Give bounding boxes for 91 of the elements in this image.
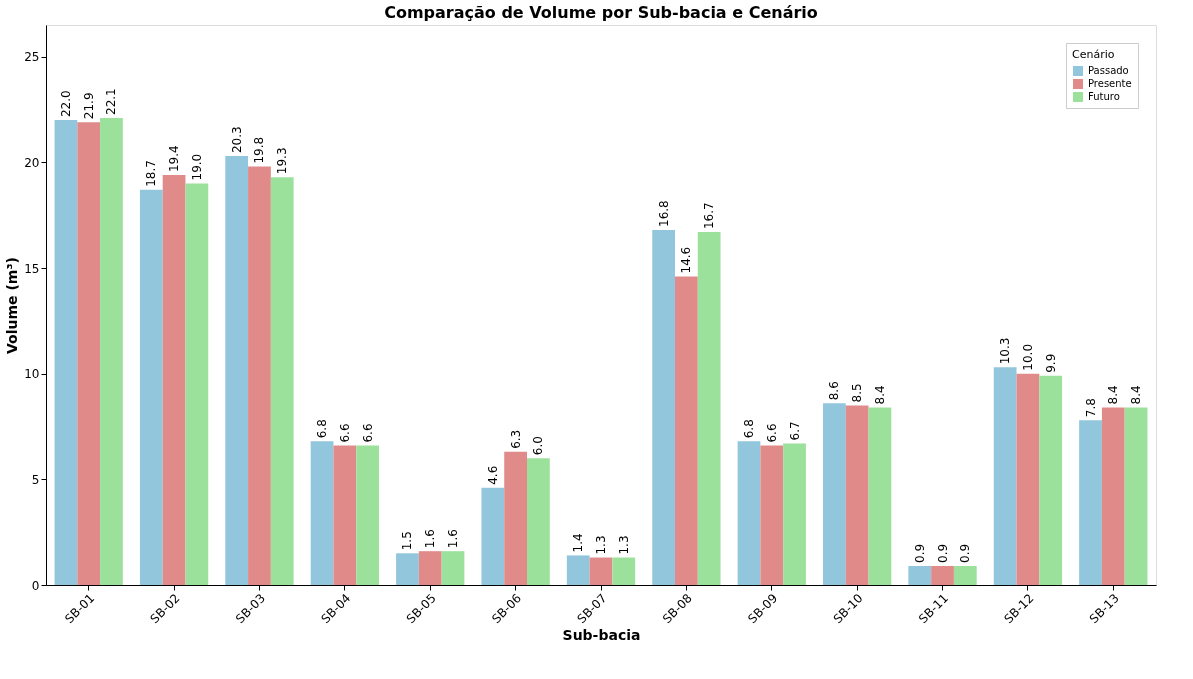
data-label: 1.6	[446, 529, 460, 549]
data-label: 22.1	[104, 88, 119, 115]
data-label: 8.4	[1106, 385, 1121, 405]
bar	[589, 557, 613, 585]
data-label: 6.8	[315, 419, 330, 439]
bar	[783, 443, 806, 585]
data-label: 14.6	[679, 246, 694, 274]
data-label: 6.8	[742, 419, 756, 439]
bar	[612, 557, 636, 585]
data-label: 8.6	[827, 381, 842, 401]
bar	[333, 445, 357, 585]
y-tick-label: 5	[31, 472, 40, 487]
y-axis-title: Volume (m³)	[4, 257, 21, 354]
data-label: 1.5	[400, 531, 415, 551]
y-tick-label: 25	[24, 50, 40, 65]
data-label: 1.3	[616, 535, 631, 555]
data-label: 1.6	[423, 529, 438, 549]
data-label: 10.3	[998, 337, 1013, 365]
data-label: 18.7	[144, 160, 159, 187]
legend-label: Presente	[1088, 78, 1132, 89]
bar	[760, 445, 784, 585]
data-label: 19.3	[275, 147, 290, 175]
bar	[1079, 420, 1102, 585]
data-label: 20.3	[229, 126, 244, 154]
bar	[139, 189, 163, 585]
bar	[100, 117, 123, 585]
data-label: 6.6	[764, 423, 779, 443]
bar	[1124, 407, 1148, 585]
data-label: 6.3	[508, 429, 523, 449]
bar	[418, 551, 442, 585]
bar	[310, 441, 334, 585]
bar	[162, 175, 186, 585]
bar	[993, 367, 1017, 585]
bar	[908, 565, 932, 585]
data-label: 0.9	[958, 543, 973, 563]
data-label: 0.9	[912, 543, 927, 563]
y-tick-label: 10	[24, 367, 40, 382]
data-label: 4.6	[485, 465, 500, 485]
bar	[953, 565, 977, 585]
bar	[823, 403, 846, 585]
bar	[868, 407, 892, 585]
data-label: 9.9	[1043, 353, 1058, 373]
bar	[737, 441, 761, 585]
bar	[248, 166, 271, 585]
legend-title: Cenário	[1072, 48, 1115, 61]
data-label: 19.8	[252, 136, 267, 164]
y-tick-label: 0	[31, 578, 40, 593]
bar	[270, 177, 294, 585]
bar	[675, 276, 698, 585]
data-label: 6.6	[360, 423, 375, 443]
data-label: 16.8	[656, 200, 671, 227]
x-axis-title: Sub-bacia	[562, 627, 641, 644]
data-label: 7.8	[1083, 398, 1098, 418]
legend-label: Passado	[1088, 65, 1129, 76]
bar	[697, 232, 721, 585]
data-label: 8.5	[850, 383, 865, 403]
legend-label: Futuro	[1088, 91, 1120, 102]
bar	[1039, 375, 1063, 585]
bar	[54, 120, 78, 585]
data-label: 6.7	[787, 421, 802, 441]
bar	[1101, 407, 1125, 585]
bar	[1016, 373, 1040, 585]
bar	[481, 487, 505, 585]
bar	[185, 183, 209, 585]
bar	[396, 553, 419, 585]
bar	[77, 122, 101, 585]
y-tick-label: 15	[24, 261, 40, 276]
data-label: 6.6	[337, 423, 352, 443]
data-label: 8.4	[1129, 385, 1144, 405]
chart-title: Comparação de Volume por Sub-bacia e Cenário	[384, 3, 818, 22]
bar	[225, 156, 249, 585]
data-label: 10.0	[1020, 343, 1035, 371]
bar	[504, 451, 527, 585]
bar	[527, 458, 550, 585]
bar	[652, 229, 675, 585]
y-tick-label: 20	[24, 155, 40, 170]
bar	[566, 555, 590, 585]
data-label: 0.9	[935, 543, 950, 563]
data-label: 1.4	[571, 533, 586, 553]
data-label: 21.9	[81, 92, 96, 120]
data-label: 16.7	[702, 202, 717, 230]
data-label: 6.0	[531, 436, 546, 456]
bar	[931, 565, 954, 585]
data-label: 19.4	[167, 145, 182, 173]
data-label: 22.0	[58, 90, 73, 118]
bar	[356, 445, 379, 585]
data-label: 8.4	[872, 385, 887, 405]
bar	[441, 551, 465, 585]
data-label: 1.3	[594, 535, 608, 555]
bar	[845, 405, 869, 585]
data-label: 19.0	[189, 153, 204, 181]
